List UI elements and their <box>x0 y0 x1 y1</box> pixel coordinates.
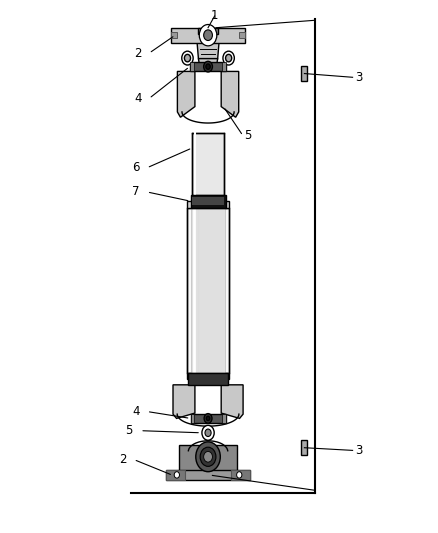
Polygon shape <box>222 62 226 71</box>
Polygon shape <box>173 385 195 418</box>
Polygon shape <box>177 71 195 117</box>
Text: 5: 5 <box>126 424 133 437</box>
Polygon shape <box>188 373 228 385</box>
Polygon shape <box>166 470 185 480</box>
Text: 5: 5 <box>244 130 251 142</box>
Polygon shape <box>192 197 224 205</box>
Polygon shape <box>187 201 229 208</box>
Circle shape <box>199 25 217 46</box>
Circle shape <box>206 64 210 69</box>
Circle shape <box>184 54 191 62</box>
Text: 4: 4 <box>134 92 142 105</box>
Polygon shape <box>301 66 307 81</box>
Circle shape <box>200 447 216 466</box>
Circle shape <box>204 61 212 72</box>
Polygon shape <box>191 208 225 373</box>
Polygon shape <box>171 32 177 38</box>
Polygon shape <box>191 414 194 423</box>
Polygon shape <box>171 28 245 43</box>
Polygon shape <box>239 32 245 38</box>
Polygon shape <box>231 470 250 480</box>
Circle shape <box>226 54 232 62</box>
Text: 2: 2 <box>134 47 142 60</box>
Circle shape <box>206 416 210 421</box>
Text: 1: 1 <box>211 10 219 22</box>
Polygon shape <box>192 133 224 195</box>
Circle shape <box>204 414 212 423</box>
Circle shape <box>202 425 214 440</box>
Polygon shape <box>301 440 307 455</box>
Text: 7: 7 <box>132 185 140 198</box>
Text: 3: 3 <box>356 444 363 457</box>
Circle shape <box>205 429 211 437</box>
Polygon shape <box>222 414 226 423</box>
Polygon shape <box>190 62 194 71</box>
Circle shape <box>223 51 234 65</box>
Polygon shape <box>197 43 219 59</box>
Text: 6: 6 <box>132 161 140 174</box>
Circle shape <box>237 472 242 478</box>
Polygon shape <box>187 208 229 373</box>
Polygon shape <box>187 373 229 379</box>
Circle shape <box>182 51 193 65</box>
Circle shape <box>174 472 180 478</box>
Polygon shape <box>198 59 218 69</box>
Polygon shape <box>221 71 239 117</box>
Polygon shape <box>191 414 226 423</box>
Circle shape <box>196 442 220 472</box>
Polygon shape <box>198 28 218 34</box>
Circle shape <box>204 451 212 462</box>
Text: 2: 2 <box>119 453 127 466</box>
Polygon shape <box>166 470 250 480</box>
Text: 4: 4 <box>132 405 140 418</box>
Polygon shape <box>179 445 237 472</box>
Circle shape <box>204 30 212 41</box>
Polygon shape <box>191 195 226 208</box>
Polygon shape <box>190 62 226 71</box>
Text: 3: 3 <box>356 71 363 84</box>
Polygon shape <box>221 385 243 418</box>
